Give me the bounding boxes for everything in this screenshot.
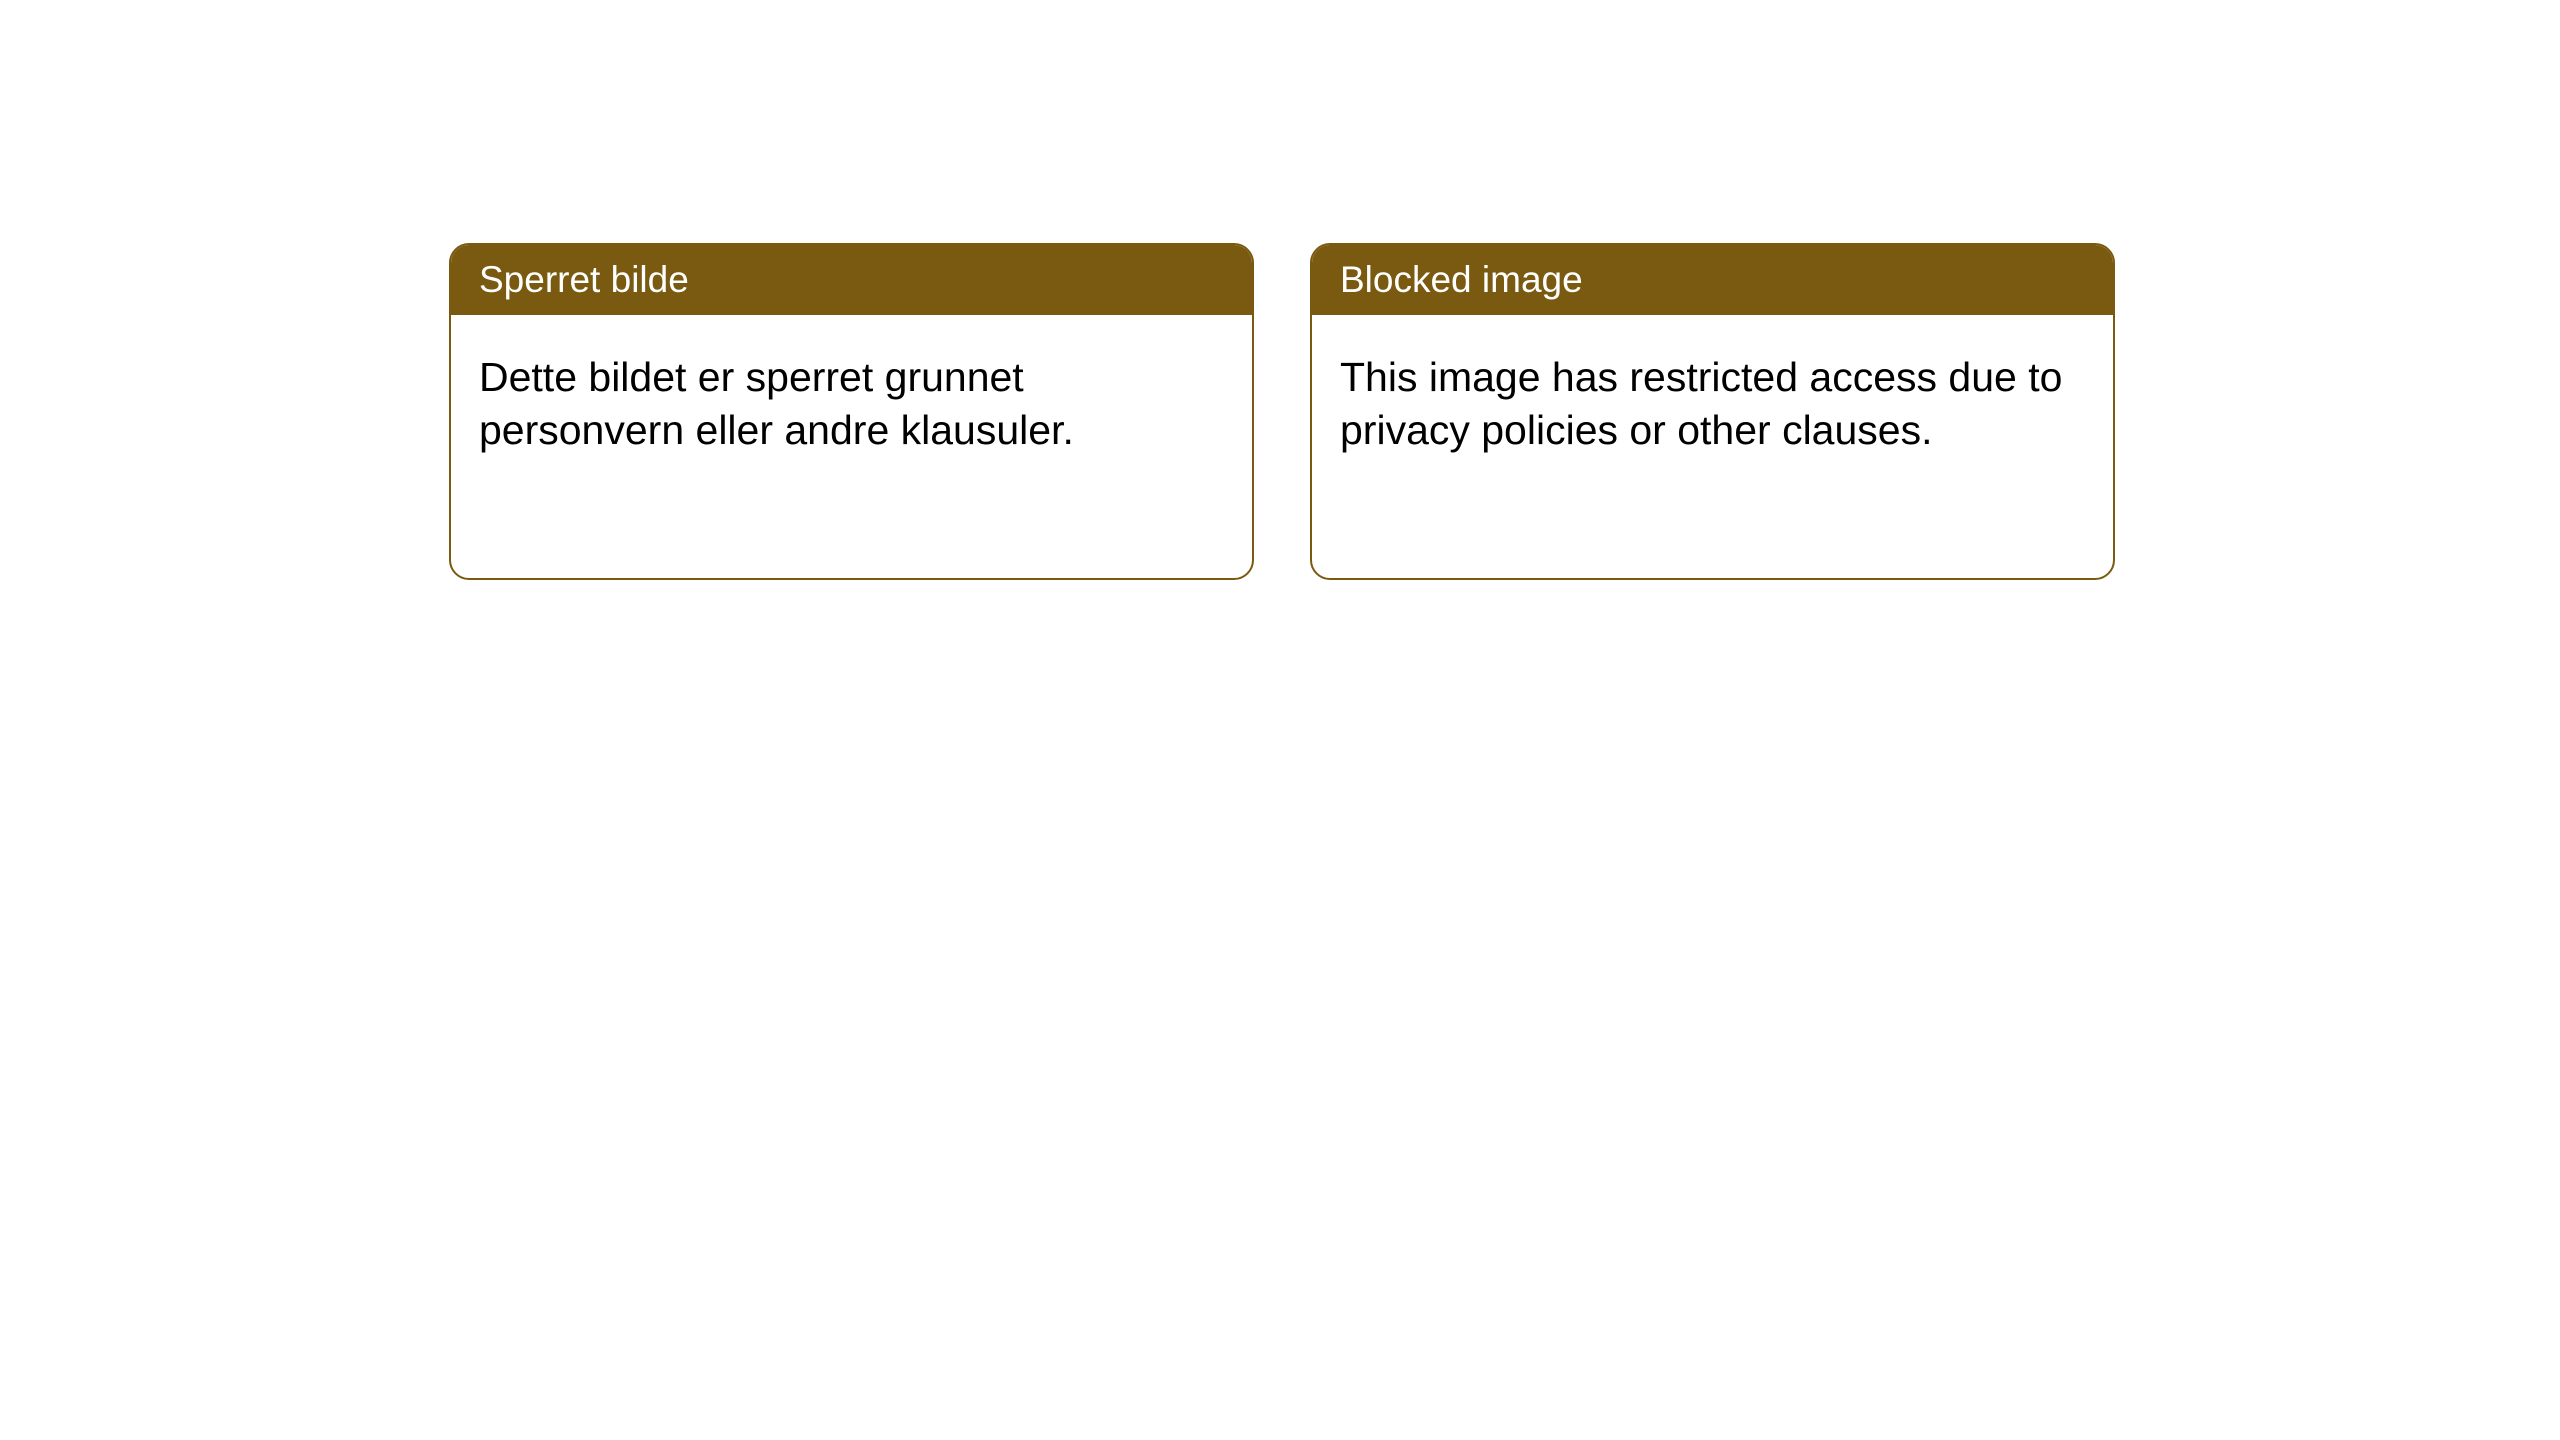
blocked-image-card-english: Blocked image This image has restricted … (1310, 243, 2115, 580)
card-header: Blocked image (1312, 245, 2113, 315)
card-title: Blocked image (1340, 259, 1583, 300)
card-header: Sperret bilde (451, 245, 1252, 315)
card-body-text: Dette bildet er sperret grunnet personve… (479, 354, 1074, 453)
cards-container: Sperret bilde Dette bildet er sperret gr… (0, 0, 2560, 580)
card-body: This image has restricted access due to … (1312, 315, 2113, 494)
card-title: Sperret bilde (479, 259, 689, 300)
card-body: Dette bildet er sperret grunnet personve… (451, 315, 1252, 494)
blocked-image-card-norwegian: Sperret bilde Dette bildet er sperret gr… (449, 243, 1254, 580)
card-body-text: This image has restricted access due to … (1340, 354, 2062, 453)
